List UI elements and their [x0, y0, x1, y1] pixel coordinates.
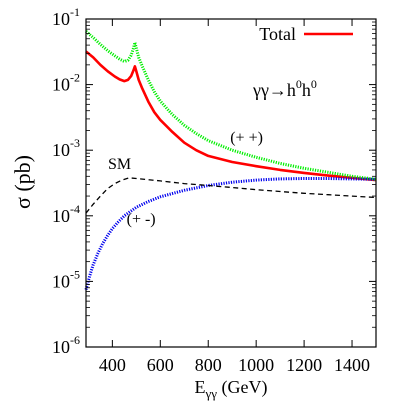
- y-tick-label: 10-3: [52, 136, 80, 160]
- series-line-total: [85, 50, 377, 182]
- annotation-series: (+ -): [127, 211, 156, 228]
- y-tick-label: 10-1: [52, 5, 80, 29]
- process-label-sup1: 0: [296, 77, 302, 91]
- process-label-mid: h: [302, 80, 311, 100]
- process-label-sup2: 0: [311, 77, 317, 91]
- process-label-prefix: γγ→h: [252, 80, 296, 100]
- legend: Total: [259, 24, 353, 44]
- y-tick-label: 10-4: [52, 202, 80, 226]
- curve-annotations: (+ +) SM (+ -): [108, 130, 263, 228]
- legend-label-total: Total: [259, 24, 296, 44]
- x-axis-label-base: E: [195, 377, 206, 397]
- y-tick-label: 10-5: [52, 267, 80, 291]
- annotation-series: (+ +): [230, 130, 263, 147]
- x-tick-label: 1200: [286, 355, 322, 375]
- y-axis-label: σ (pb): [10, 155, 35, 209]
- x-tick-label: 1400: [334, 355, 370, 375]
- x-tick-label: 400: [99, 355, 126, 375]
- series-line-series: [84, 177, 377, 290]
- series-line-series: [85, 30, 377, 181]
- y-tick-label: 10-6: [52, 333, 80, 357]
- axis-ticks: 400 600 800 1000 1200 1400 10-1 10-2 10-3 10-4 10-…: [52, 5, 376, 375]
- x-axis-label-unit: (GeV): [217, 377, 267, 398]
- x-axis-label-sub: γγ: [205, 386, 218, 401]
- series-curves: [84, 30, 377, 290]
- plot-frame: [85, 18, 377, 348]
- x-tick-label: 600: [147, 355, 174, 375]
- x-tick-label: 800: [195, 355, 222, 375]
- y-tick-label: 10-2: [52, 71, 80, 95]
- process-label: γγ→h0h0: [252, 77, 317, 100]
- annotation-sm: SM: [108, 156, 131, 173]
- x-tick-label: 1000: [238, 355, 274, 375]
- x-axis-label: Eγγ (GeV): [195, 377, 268, 401]
